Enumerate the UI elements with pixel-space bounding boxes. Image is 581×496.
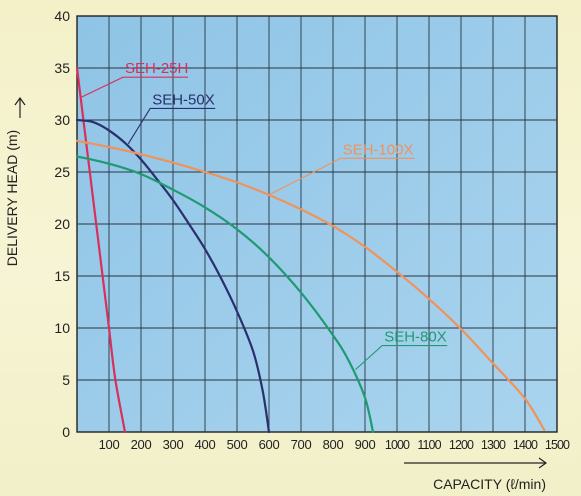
x-tick-label: 800 — [323, 437, 344, 452]
y-tick-label: 0 — [62, 424, 70, 440]
grid-lines — [77, 16, 557, 432]
x-tick-label: 1500 — [545, 438, 570, 452]
series-labels: SEH-25H SEH-50X SEH-100X SEH-80X — [125, 60, 447, 345]
leader-line-seh-50x — [127, 107, 216, 145]
leader-line-seh-100x — [268, 157, 415, 196]
y-tick-labels: 0 5 10 15 20 25 30 35 40 — [54, 8, 70, 440]
x-tick-label: 100 — [99, 437, 120, 452]
x-tick-labels: 100 200 300 400 500 600 700 800 900 1000 1100 1200 1… — [99, 437, 571, 452]
x-tick-label: 500 — [227, 437, 248, 452]
x-tick-label: 900 — [355, 437, 376, 452]
x-tick-label: 1400 — [513, 438, 538, 452]
label-leader-lines — [81, 76, 448, 371]
series-label-seh-50x: SEH-50X — [152, 91, 215, 108]
x-tick-label: 300 — [163, 437, 184, 452]
x-tick-label: 1000 — [385, 438, 410, 452]
y-axis-arrow — [14, 96, 26, 118]
series-line-seh-50x — [75, 118, 271, 434]
x-tick-label: 1300 — [481, 438, 506, 452]
series-line-seh-25h — [75, 66, 127, 434]
x-tick-label: 200 — [131, 437, 152, 452]
series-label-seh-80x: SEH-80X — [384, 329, 447, 346]
series-line-seh-100x — [75, 139, 546, 431]
x-tick-label: 700 — [291, 437, 312, 452]
y-axis-title: DELIVERY HEAD (m) — [4, 130, 20, 266]
x-tick-label: 400 — [195, 437, 216, 452]
y-tick-label: 30 — [54, 112, 70, 128]
x-tick-label: 600 — [259, 437, 280, 452]
y-tick-label: 35 — [54, 60, 70, 76]
y-tick-label: 10 — [54, 320, 70, 336]
series-label-seh-25h: SEH-25H — [125, 60, 188, 77]
y-tick-label: 25 — [54, 164, 70, 180]
x-axis-arrow — [404, 457, 548, 469]
series-line-seh-80x — [75, 155, 375, 434]
leader-line-seh-25h — [81, 76, 188, 98]
leader-line-seh-80x — [355, 344, 448, 371]
y-tick-label: 40 — [54, 8, 70, 24]
y-tick-label: 15 — [54, 268, 70, 284]
y-tick-label: 5 — [62, 372, 70, 388]
x-tick-label: 1200 — [449, 438, 474, 452]
x-axis-title: CAPACITY (ℓ/min) — [433, 476, 546, 492]
series-label-seh-100x: SEH-100X — [343, 141, 414, 158]
y-axis-title-group: DELIVERY HEAD (m) — [4, 130, 20, 266]
y-tick-label: 20 — [54, 216, 70, 232]
series-lines — [75, 66, 546, 434]
x-tick-label: 1100 — [417, 438, 441, 452]
